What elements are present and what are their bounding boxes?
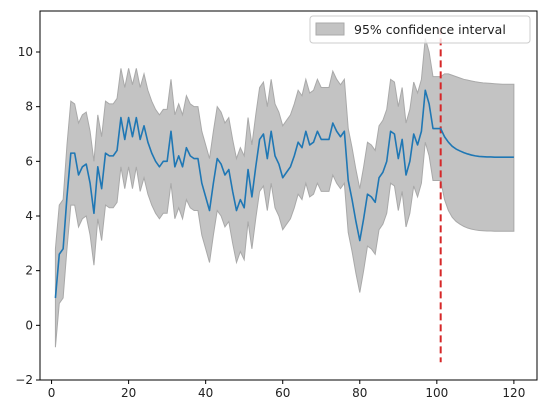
x-tick-label: 80 (352, 386, 367, 400)
x-axis: 0 20 40 60 80 100 120 (48, 380, 525, 400)
y-tick-label: 8 (25, 100, 33, 114)
legend-box (309, 15, 531, 44)
y-tick-label: 0 (25, 318, 33, 332)
axes-frame (39, 10, 538, 381)
legend-swatch (315, 22, 345, 36)
x-tick-label: 40 (198, 386, 213, 400)
plot-area (54, 27, 515, 363)
legend: 95% confidence interval (309, 15, 531, 44)
y-tick-label: −2 (15, 373, 33, 387)
x-tick-label: 100 (425, 386, 448, 400)
x-tick-label: 60 (275, 386, 290, 400)
y-axis: −2 0 2 4 6 8 10 (15, 45, 40, 387)
confidence-band (54, 38, 515, 348)
y-tick-label: 2 (25, 264, 33, 278)
x-tick-label: 120 (502, 386, 525, 400)
y-tick-label: 6 (25, 154, 33, 168)
x-tick-label: 20 (121, 386, 136, 400)
y-tick-label: 10 (18, 45, 33, 59)
legend-label: 95% confidence interval (354, 22, 506, 37)
x-tick-label: 0 (48, 386, 56, 400)
y-tick-label: 4 (25, 209, 33, 223)
series-line (54, 89, 514, 299)
